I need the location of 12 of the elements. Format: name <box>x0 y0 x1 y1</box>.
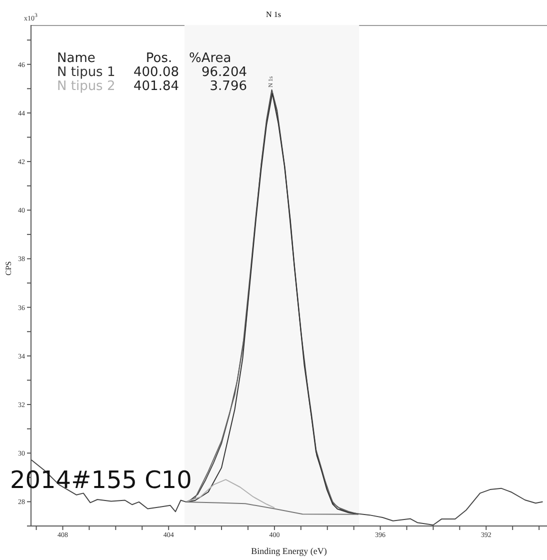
text: N tipus 2 <box>57 79 116 94</box>
annotation: Pos. <box>144 51 174 66</box>
y-axis-title: CPS <box>4 261 13 276</box>
annotation: 401.84 <box>132 79 179 94</box>
annotation: Name <box>57 51 96 66</box>
text: N tipus 1 <box>57 65 116 80</box>
annotation: %Area <box>189 51 232 66</box>
annotation: 400.08 <box>132 65 179 80</box>
chart-title: N 1s <box>266 10 281 19</box>
annotation: 96.204 <box>200 65 247 80</box>
annotation: 3.796 <box>208 79 247 94</box>
x-axis-title: Binding Energy (eV) <box>251 546 327 556</box>
